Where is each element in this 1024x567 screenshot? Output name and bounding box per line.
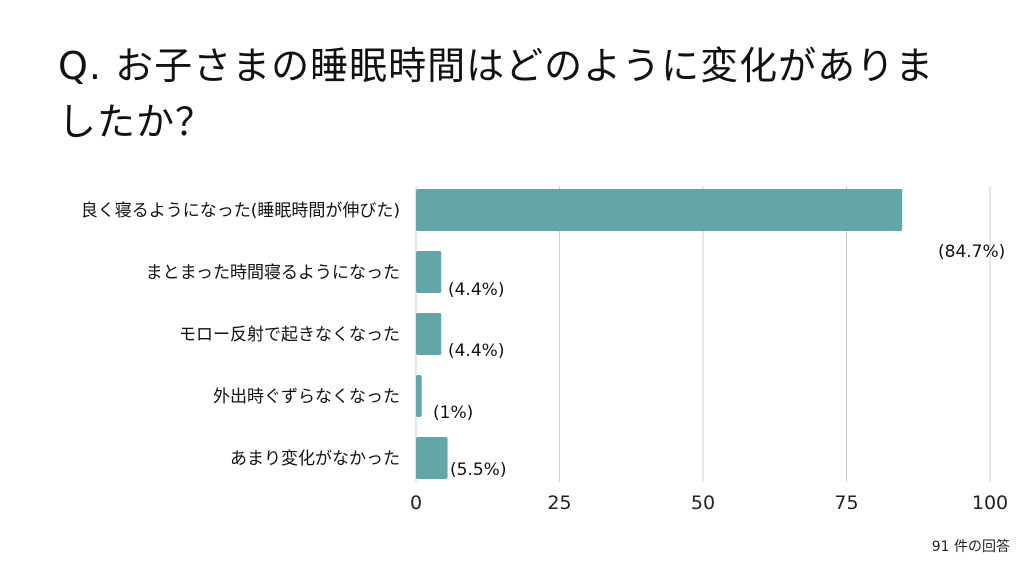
bar-4 [416,375,422,417]
x-tick-label-75: 75 [834,492,858,514]
category-label-2: まとまった時間寝るようになった [146,262,400,283]
value-label-3: (4.4%) [448,341,504,361]
chart-title: Q. お子さまの睡眠時間はどのように変化がありましたか？ [58,44,935,144]
x-tick-label-0: 0 [410,492,422,514]
category-labels: 良く寝るようになった(睡眠時間が伸びた) まとまった時間寝るようになったモロー反射… [81,200,400,469]
category-label-4: 外出時ぐずらなくなった [213,387,400,407]
bar-3 [416,313,442,355]
value-label-2: (4.4%) [448,280,504,300]
response-count: 91 件の回答 [931,539,1010,555]
value-label-4: (1%) [433,403,473,423]
bars [416,189,903,479]
value-labels: (84.7%) (4.4%) (4.4%) (1%) (5.5%) [433,242,1005,480]
bar-2 [416,251,442,293]
category-label-5: あまり変化がなかった [230,449,400,469]
x-axis-ticks: 0 25 50 75 100 [410,492,1008,514]
x-tick-label-25: 25 [547,492,571,514]
category-label-3: モロー反射で起きなくなった [179,325,400,345]
value-label-1: (84.7%) [938,242,1005,262]
bar-1 [416,189,903,231]
value-label-5: (5.5%) [450,460,506,480]
x-tick-label-50: 50 [691,492,715,514]
bar-5 [416,437,448,479]
x-tick-label-100: 100 [972,492,1008,514]
category-label-1: 良く寝るようになった(睡眠時間が伸びた) [81,200,400,221]
